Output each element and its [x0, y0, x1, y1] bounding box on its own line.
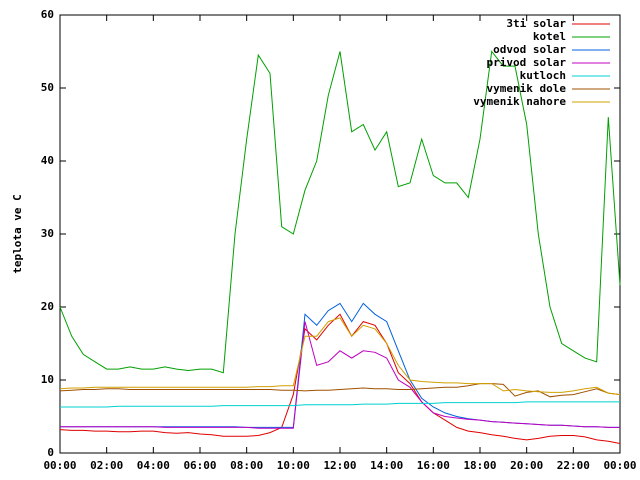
series-line [59, 317, 621, 396]
legend-label: kutloch [520, 69, 566, 82]
x-tick-label: 06:00 [183, 459, 216, 472]
series-line [59, 313, 621, 444]
legend-label: odvod solar [493, 43, 566, 56]
y-tick-label: 50 [41, 81, 54, 94]
series-line [59, 50, 621, 374]
y-tick-label: 40 [41, 154, 54, 167]
x-tick-label: 04:00 [137, 459, 170, 472]
series-line [60, 321, 620, 429]
legend-label: vymenik dole [487, 82, 567, 95]
series-line [60, 302, 620, 428]
x-tick-label: 20:00 [510, 459, 543, 472]
series-line [59, 383, 621, 398]
x-tick-label: 00:00 [43, 459, 76, 472]
y-tick-label: 30 [41, 227, 54, 240]
y-tick-label: 0 [47, 446, 54, 459]
x-tick-label: 18:00 [463, 459, 496, 472]
x-tick-label: 14:00 [370, 459, 403, 472]
x-tick-label: 02:00 [90, 459, 123, 472]
x-tick-label: 08:00 [230, 459, 263, 472]
y-tick-label: 10 [41, 373, 54, 386]
y-axis-label: teplota ve C [11, 194, 24, 273]
series-line [60, 401, 620, 408]
legend-label: kotel [533, 30, 566, 43]
y-tick-label: 60 [41, 8, 54, 21]
legend-label: vymenik nahore [473, 95, 566, 108]
y-tick-label: 20 [41, 300, 54, 313]
x-tick-label: 12:00 [323, 459, 356, 472]
x-tick-label: 16:00 [417, 459, 450, 472]
legend-label: 3ti solar [506, 17, 566, 30]
x-tick-label: 10:00 [277, 459, 310, 472]
legend-label: privod solar [487, 56, 567, 69]
x-tick-label: 00:00 [603, 459, 636, 472]
x-tick-label: 22:00 [557, 459, 590, 472]
